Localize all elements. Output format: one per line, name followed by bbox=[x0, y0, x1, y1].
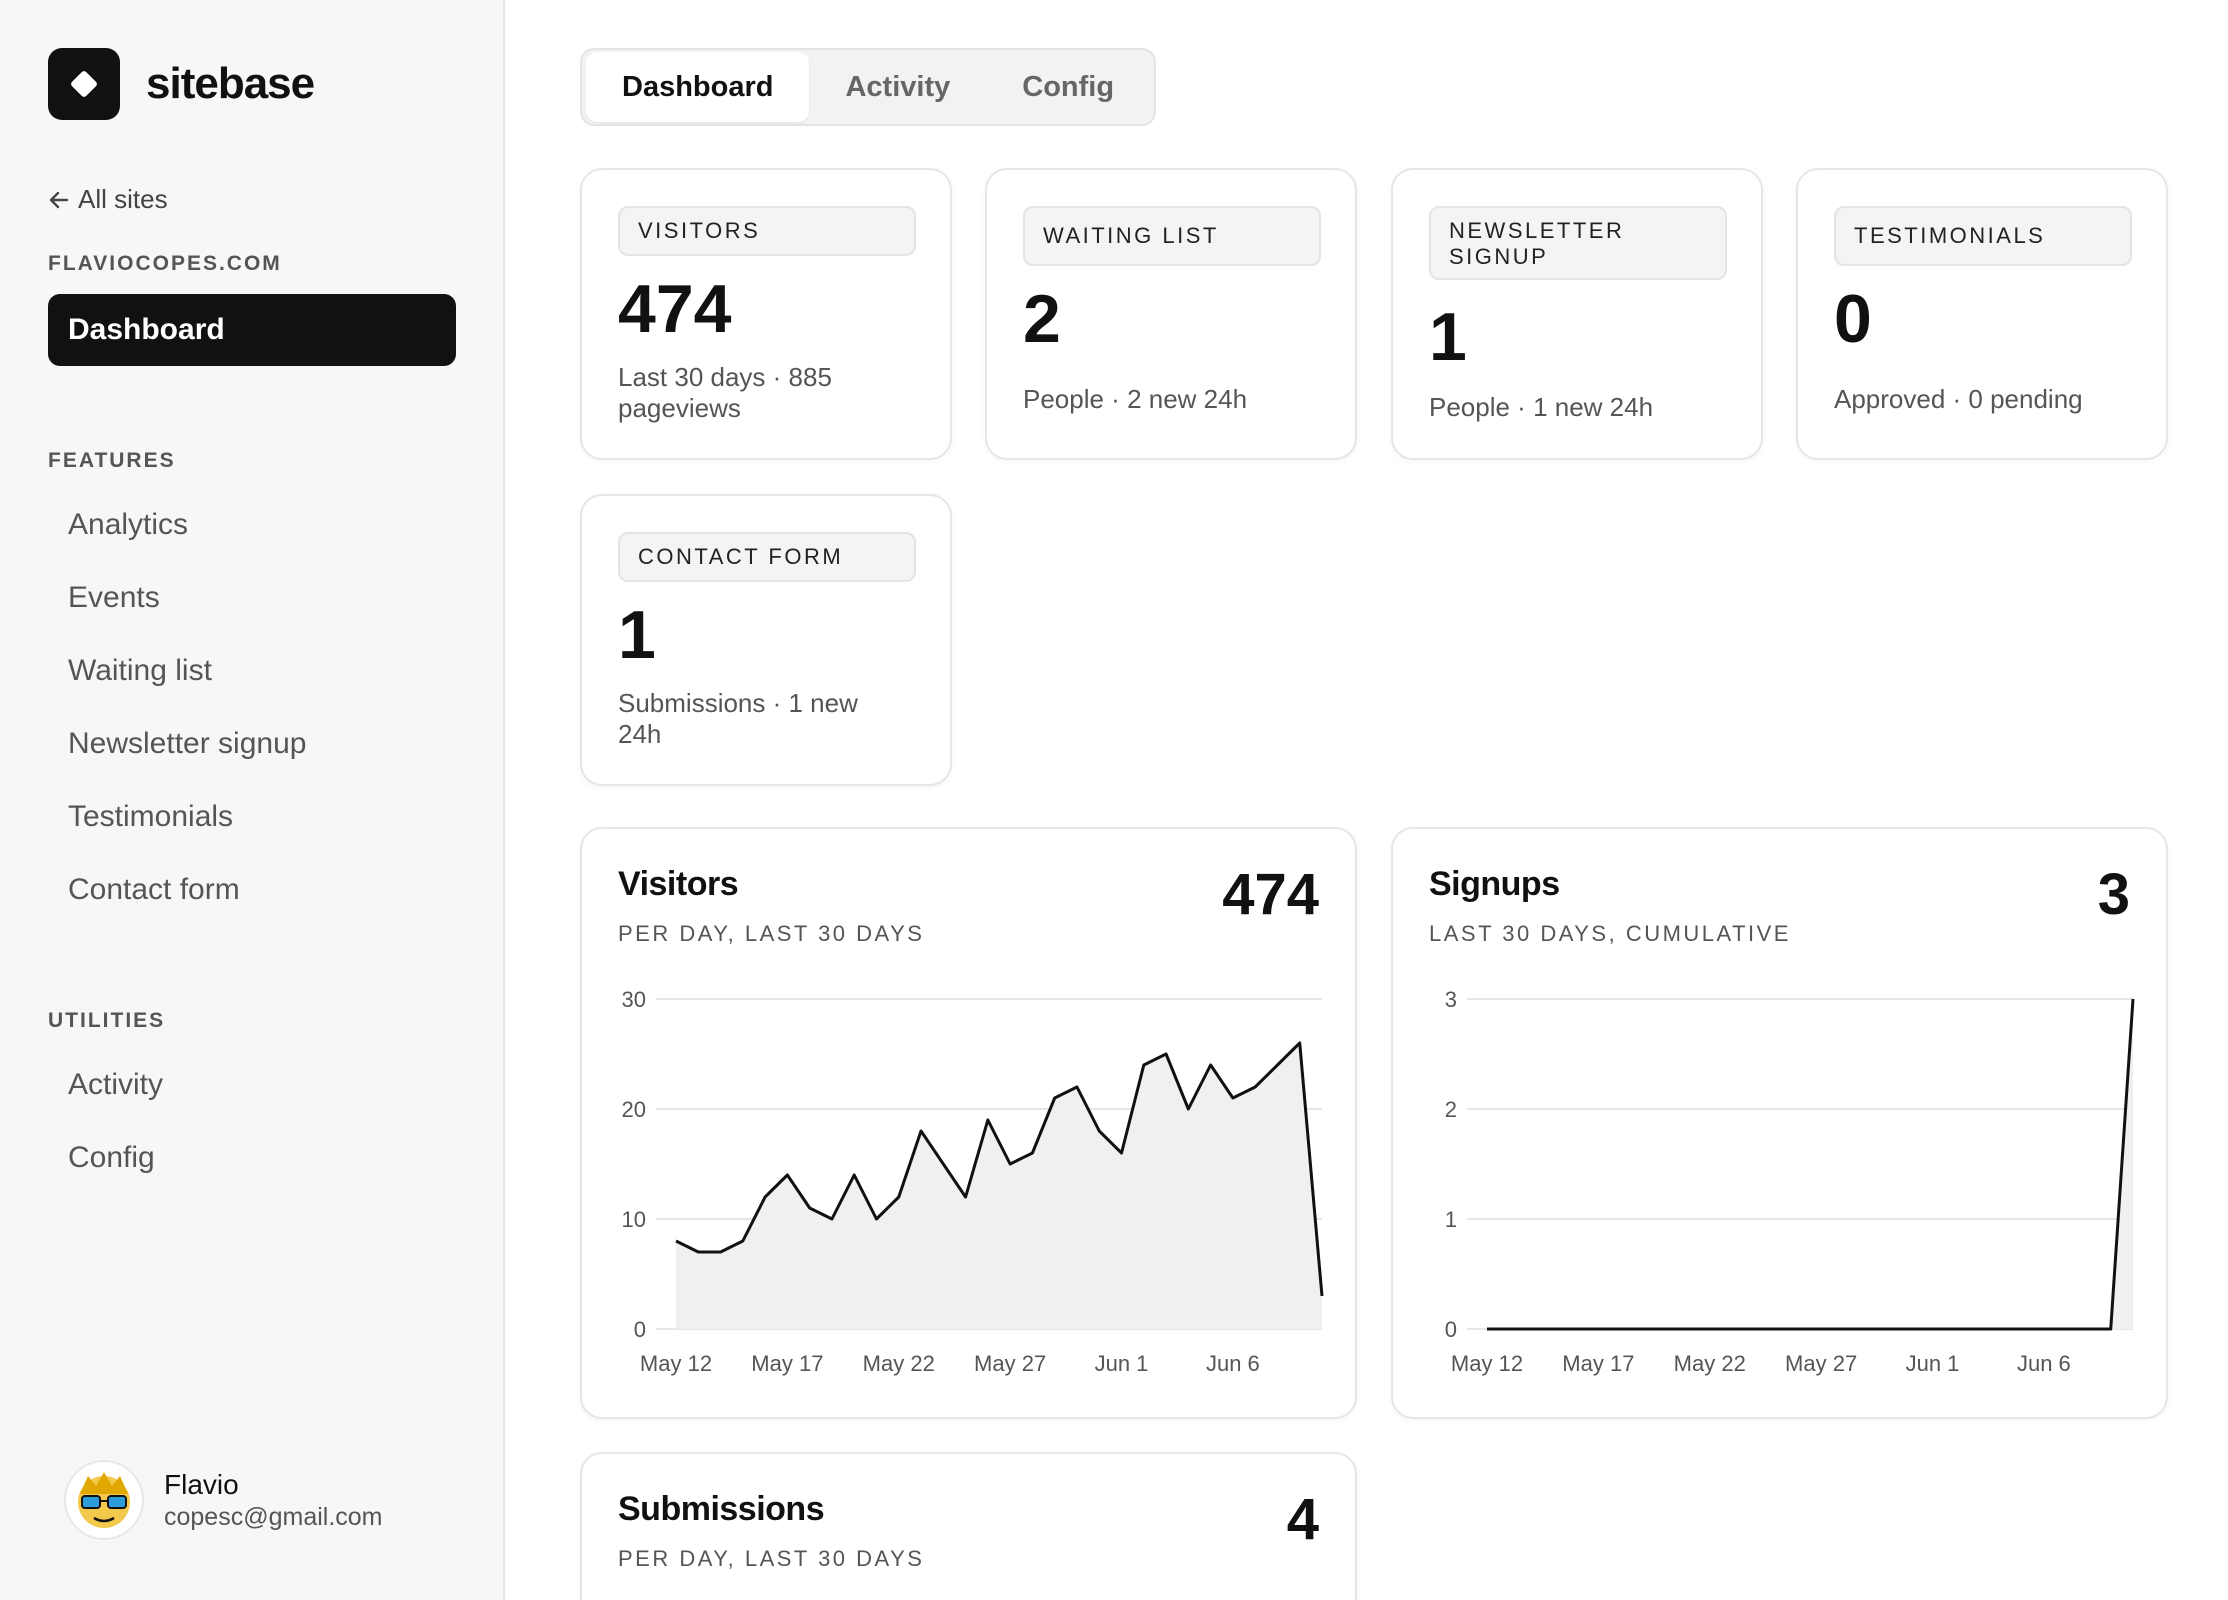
stat-card-waiting-list[interactable]: WAITING LIST 2 People · 2 new 24h bbox=[985, 168, 1357, 460]
chart-title: Visitors bbox=[618, 865, 739, 903]
signups-chart: 0 1 2 3 May 12 May 17 May 22 May 27 Jun 1 Jun 6 bbox=[1445, 987, 2135, 1376]
y-tick-label: 20 bbox=[622, 1097, 646, 1122]
stat-label: TESTIMONIALS bbox=[1834, 206, 2132, 266]
stat-value: 0 bbox=[1834, 281, 1872, 357]
x-tick-label: May 22 bbox=[863, 1351, 935, 1376]
sidebar-item-waiting-list[interactable]: Waiting list bbox=[68, 654, 212, 687]
user-email: copesc@gmail.com bbox=[164, 1502, 383, 1531]
sidebar-item-activity[interactable]: Activity bbox=[68, 1068, 164, 1101]
x-tick-label: May 27 bbox=[1785, 1351, 1857, 1376]
stat-subtext: Last 30 days · 885 pageviews bbox=[618, 362, 832, 423]
site-name: FLAVIOCOPES.COM bbox=[48, 252, 282, 275]
series-area bbox=[1487, 999, 2133, 1329]
visitors-chart-card: Visitors PER DAY, LAST 30 DAYS 474 0 10 20… bbox=[580, 827, 1357, 1419]
chart-total: 4 bbox=[1286, 1487, 1319, 1552]
visitors-chart: 0 10 20 30 May 12 May 17 May 22 May 27 Jun 1 Jun … bbox=[622, 987, 1324, 1376]
x-tick-label: May 12 bbox=[640, 1351, 712, 1376]
y-tick-label: 2 bbox=[1445, 1097, 1457, 1122]
tab-dashboard[interactable]: Dashboard bbox=[586, 52, 810, 122]
chart-total: 3 bbox=[2097, 862, 2130, 927]
logo[interactable]: sitebase bbox=[48, 48, 315, 120]
stat-card-contact-form[interactable]: CONTACT FORM 1 Submissions · 1 new 24h bbox=[580, 494, 952, 786]
y-tick-label: 3 bbox=[1445, 987, 1457, 1012]
y-tick-label: 1 bbox=[1445, 1207, 1457, 1232]
chart-subtitle: PER DAY, LAST 30 DAYS bbox=[618, 1546, 925, 1571]
stat-label: CONTACT FORM bbox=[618, 532, 916, 582]
signups-chart-card: Signups LAST 30 DAYS, CUMULATIVE 3 0 1 2 3 M… bbox=[1391, 827, 2168, 1419]
stat-subtext: People · 2 new 24h bbox=[1023, 384, 1248, 414]
arrow-left-icon bbox=[49, 191, 69, 208]
series-area bbox=[676, 1043, 1322, 1329]
series-line bbox=[1487, 998, 2135, 1331]
x-tick-label: May 12 bbox=[1451, 1351, 1523, 1376]
sidebar-item-dashboard[interactable]: Dashboard bbox=[48, 294, 456, 366]
stat-subtext: People · 1 new 24h bbox=[1429, 392, 1654, 422]
x-tick-label: May 22 bbox=[1674, 1351, 1746, 1376]
stat-subtext: Approved · 0 pending bbox=[1834, 384, 2083, 414]
y-tick-label: 0 bbox=[1445, 1317, 1457, 1342]
y-tick-label: 10 bbox=[622, 1207, 646, 1232]
stat-card-testimonials[interactable]: TESTIMONIALS 0 Approved · 0 pending bbox=[1796, 168, 2168, 460]
avatar bbox=[64, 1460, 144, 1540]
sidebar-item-testimonials[interactable]: Testimonials bbox=[68, 800, 234, 833]
x-tick-label: May 27 bbox=[974, 1351, 1046, 1376]
all-sites-link[interactable]: All sites bbox=[48, 184, 168, 215]
sidebar-item-analytics[interactable]: Analytics bbox=[68, 508, 189, 541]
features-heading: FEATURES bbox=[48, 449, 176, 472]
tab-config[interactable]: Config bbox=[1022, 70, 1115, 103]
utilities-heading: UTILITIES bbox=[48, 1009, 166, 1032]
tab-activity[interactable]: Activity bbox=[845, 70, 951, 103]
chart-total: 474 bbox=[1222, 862, 1319, 927]
stat-value: 1 bbox=[618, 597, 656, 673]
logo-icon bbox=[48, 48, 120, 120]
stat-subtext: Submissions · 1 new 24h bbox=[618, 688, 858, 749]
stat-value: 2 bbox=[1023, 281, 1061, 357]
y-tick-label: 0 bbox=[634, 1317, 646, 1342]
user-profile[interactable]: Flavio copesc@gmail.com bbox=[64, 1460, 383, 1540]
user-name: Flavio bbox=[164, 1468, 239, 1500]
stat-value: 1 bbox=[1429, 299, 1467, 375]
y-tick-label: 30 bbox=[622, 987, 646, 1012]
x-tick-label: May 17 bbox=[751, 1351, 823, 1376]
stat-card-newsletter-signup[interactable]: NEWSLETTER SIGNUP 1 People · 1 new 24h bbox=[1391, 168, 1763, 460]
sidebar: sitebase All sites FLAVIOCOPES.COM Dashb… bbox=[0, 0, 505, 1600]
sidebar-item-newsletter-signup[interactable]: Newsletter signup bbox=[68, 727, 307, 760]
chart-title: Signups bbox=[1429, 865, 1560, 903]
chart-subtitle: PER DAY, LAST 30 DAYS bbox=[618, 921, 925, 946]
x-tick-label: Jun 6 bbox=[1206, 1351, 1260, 1376]
chart-title: Submissions bbox=[618, 1490, 825, 1528]
x-tick-label: Jun 1 bbox=[1095, 1351, 1149, 1376]
sidebar-item-contact-form[interactable]: Contact form bbox=[68, 873, 240, 906]
submissions-chart-card: Submissions PER DAY, LAST 30 DAYS 4 bbox=[580, 1452, 1357, 1600]
all-sites-label: All sites bbox=[78, 184, 168, 214]
avatar-icon bbox=[78, 1472, 130, 1528]
sidebar-item-config[interactable]: Config bbox=[68, 1141, 155, 1174]
stat-value: 474 bbox=[618, 271, 732, 347]
x-tick-label: Jun 1 bbox=[1906, 1351, 1960, 1376]
chart-subtitle: LAST 30 DAYS, CUMULATIVE bbox=[1429, 921, 1791, 946]
stat-label: VISITORS bbox=[618, 206, 916, 256]
stat-label: NEWSLETTER SIGNUP bbox=[1429, 206, 1727, 280]
tab-bar: Dashboard Activity Config bbox=[580, 48, 1157, 126]
stat-label: WAITING LIST bbox=[1023, 206, 1321, 266]
brand-name: sitebase bbox=[146, 59, 315, 108]
sidebar-item-events[interactable]: Events bbox=[68, 581, 160, 614]
stat-card-visitors[interactable]: VISITORS 474 Last 30 days · 885 pageview… bbox=[580, 168, 952, 460]
series-line bbox=[675, 1041, 1324, 1297]
x-tick-label: Jun 6 bbox=[2017, 1351, 2071, 1376]
x-tick-label: May 17 bbox=[1562, 1351, 1634, 1376]
